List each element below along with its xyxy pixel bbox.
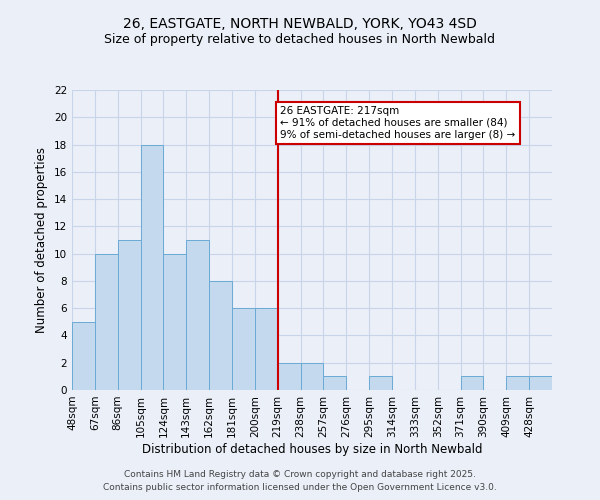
Bar bbox=[232, 308, 255, 390]
Bar bbox=[255, 308, 278, 390]
Bar bbox=[72, 322, 95, 390]
Bar bbox=[95, 254, 118, 390]
Bar bbox=[186, 240, 209, 390]
Y-axis label: Number of detached properties: Number of detached properties bbox=[35, 147, 49, 333]
Bar bbox=[140, 144, 163, 390]
Bar bbox=[163, 254, 186, 390]
Bar bbox=[529, 376, 552, 390]
X-axis label: Distribution of detached houses by size in North Newbald: Distribution of detached houses by size … bbox=[142, 442, 482, 456]
Bar bbox=[301, 362, 323, 390]
Bar bbox=[118, 240, 140, 390]
Text: Contains HM Land Registry data © Crown copyright and database right 2025.
Contai: Contains HM Land Registry data © Crown c… bbox=[103, 470, 497, 492]
Bar bbox=[369, 376, 392, 390]
Bar bbox=[461, 376, 484, 390]
Bar bbox=[323, 376, 346, 390]
Text: Size of property relative to detached houses in North Newbald: Size of property relative to detached ho… bbox=[104, 32, 496, 46]
Text: 26, EASTGATE, NORTH NEWBALD, YORK, YO43 4SD: 26, EASTGATE, NORTH NEWBALD, YORK, YO43 … bbox=[123, 18, 477, 32]
Bar bbox=[278, 362, 301, 390]
Text: 26 EASTGATE: 217sqm
← 91% of detached houses are smaller (84)
9% of semi-detache: 26 EASTGATE: 217sqm ← 91% of detached ho… bbox=[280, 106, 515, 140]
Bar bbox=[209, 281, 232, 390]
Bar bbox=[506, 376, 529, 390]
